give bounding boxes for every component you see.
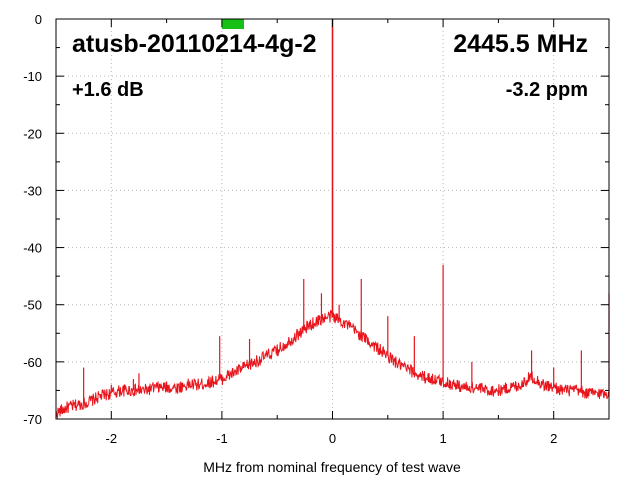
x-tick-label: -2 xyxy=(106,431,118,446)
y-tick-label: -70 xyxy=(23,412,42,427)
y-tick-label: -40 xyxy=(23,241,42,256)
x-tick-label: 2 xyxy=(550,431,557,446)
ppm-label: -3.2 ppm xyxy=(506,79,588,101)
y-tick-label: -50 xyxy=(23,298,42,313)
axis-ticks: 0-10-20-30-40-50-60-70-2 -1 0 1 2 xyxy=(23,12,610,446)
y-tick-label: 0 xyxy=(35,12,42,27)
x-tick-label: -1 xyxy=(216,431,228,446)
y-tick-label: -30 xyxy=(23,183,42,198)
reference-marker xyxy=(221,19,245,29)
x-axis-title: MHz from nominal frequency of test wave xyxy=(203,459,461,475)
chart-title: atusb-20110214-4g-2 xyxy=(72,30,317,58)
gain-label: +1.6 dB xyxy=(72,79,144,101)
frequency-label: 2445.5 MHz xyxy=(453,30,588,58)
x-tick-label: 1 xyxy=(439,431,446,446)
y-tick-label: -20 xyxy=(23,126,42,141)
y-tick-label: -10 xyxy=(23,69,42,84)
spectrum-trace xyxy=(55,309,610,419)
y-tick-label: -60 xyxy=(23,355,42,370)
x-tick-label: 0 xyxy=(329,431,336,446)
series-group xyxy=(55,19,610,419)
